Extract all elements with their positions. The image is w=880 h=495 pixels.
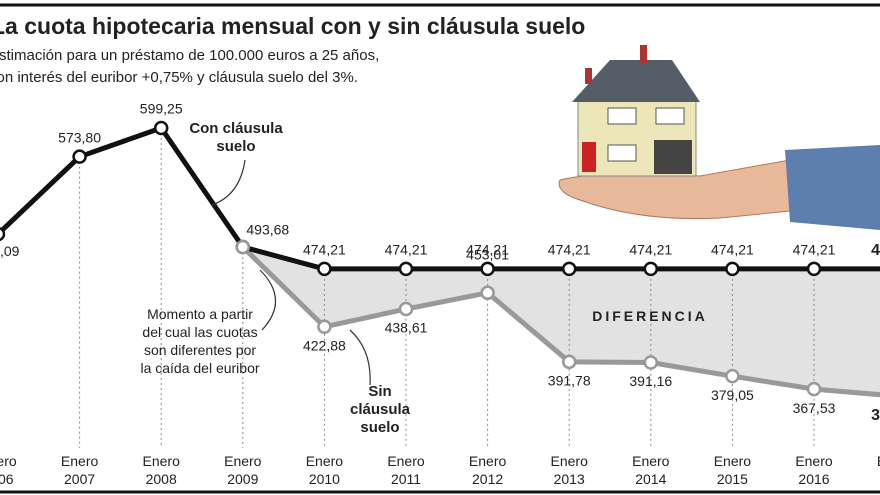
data-label: 474,21 <box>466 242 509 258</box>
data-label: 599,25 <box>140 101 183 117</box>
annotation: Momento a partir del cual las cuotas son… <box>140 306 260 376</box>
data-point <box>72 149 87 164</box>
x-tick-label: Enero 2013 <box>550 453 588 487</box>
x-tick-label: Enero 2006 <box>0 453 17 487</box>
data-label: 474,21 <box>385 242 428 258</box>
x-tick-label: Enero 2012 <box>468 453 507 487</box>
data-point <box>480 261 495 277</box>
data-label: 474,21 <box>871 242 880 259</box>
data-label: 391,78 <box>548 373 591 389</box>
annotation: DIFERENCIA <box>592 308 708 324</box>
x-tick-label: Enero 2010 <box>305 453 344 487</box>
subtitle: con interés del euribor +0,75% y cláusul… <box>0 69 358 86</box>
difference-area <box>242 246 880 395</box>
x-tick-label: Enero 2014 <box>632 453 670 487</box>
data-point <box>561 354 577 370</box>
data-label: 367,53 <box>793 400 836 416</box>
data-point <box>153 120 169 136</box>
data-point <box>398 261 414 277</box>
data-point <box>643 355 659 370</box>
data-point <box>317 319 332 335</box>
leader <box>349 329 371 386</box>
data-label: 379,05 <box>711 387 754 403</box>
data-label: 438,61 <box>385 320 428 336</box>
data-point <box>725 261 740 277</box>
data-label: 474,21 <box>303 242 346 258</box>
x-tick-label: Enero 2016 <box>795 453 833 487</box>
data-point <box>235 239 251 255</box>
data-label: 422,88 <box>303 337 346 353</box>
data-point <box>561 261 577 277</box>
data-point <box>643 261 659 277</box>
data-label: 505,09 <box>0 243 20 259</box>
x-tick-label: Enero 2007 <box>60 453 99 487</box>
data-point <box>725 368 740 384</box>
data-label: 361,45 <box>871 407 880 424</box>
data-point <box>806 261 822 277</box>
chart-title: La cuota hipotecaria mensual con y sin c… <box>0 13 585 39</box>
series-line <box>0 125 880 272</box>
data-label: 474,21 <box>793 242 836 258</box>
data-point <box>398 301 414 317</box>
leader <box>211 159 246 206</box>
legend-label: Sin cláusula suelo <box>349 383 411 436</box>
data-point <box>806 381 822 397</box>
data-label: 391,16 <box>629 373 672 389</box>
x-tick-label: Enero 2015 <box>713 453 752 487</box>
x-tick-label: Enero 2009 <box>224 453 262 487</box>
data-label: 493,68 <box>246 222 289 238</box>
data-label: 474,21 <box>548 242 591 258</box>
house-illustration <box>558 45 880 230</box>
data-point <box>0 227 6 242</box>
x-tick-label: Enero 2011 <box>387 453 425 487</box>
x-tick-label: Enero 2008 <box>142 453 180 487</box>
subtitle: Estimación para un préstamo de 100.000 e… <box>0 47 379 64</box>
data-point <box>480 285 495 301</box>
legend-label: Con cláusula suelo <box>189 120 283 155</box>
data-label: 573,80 <box>58 129 101 145</box>
data-label: 474,21 <box>711 242 754 258</box>
leader <box>259 269 277 331</box>
data-point <box>317 261 332 277</box>
data-label: 474,21 <box>629 242 672 258</box>
data-label: 453,01 <box>466 247 509 263</box>
x-tick-label: Enero 2017 <box>868 452 880 488</box>
